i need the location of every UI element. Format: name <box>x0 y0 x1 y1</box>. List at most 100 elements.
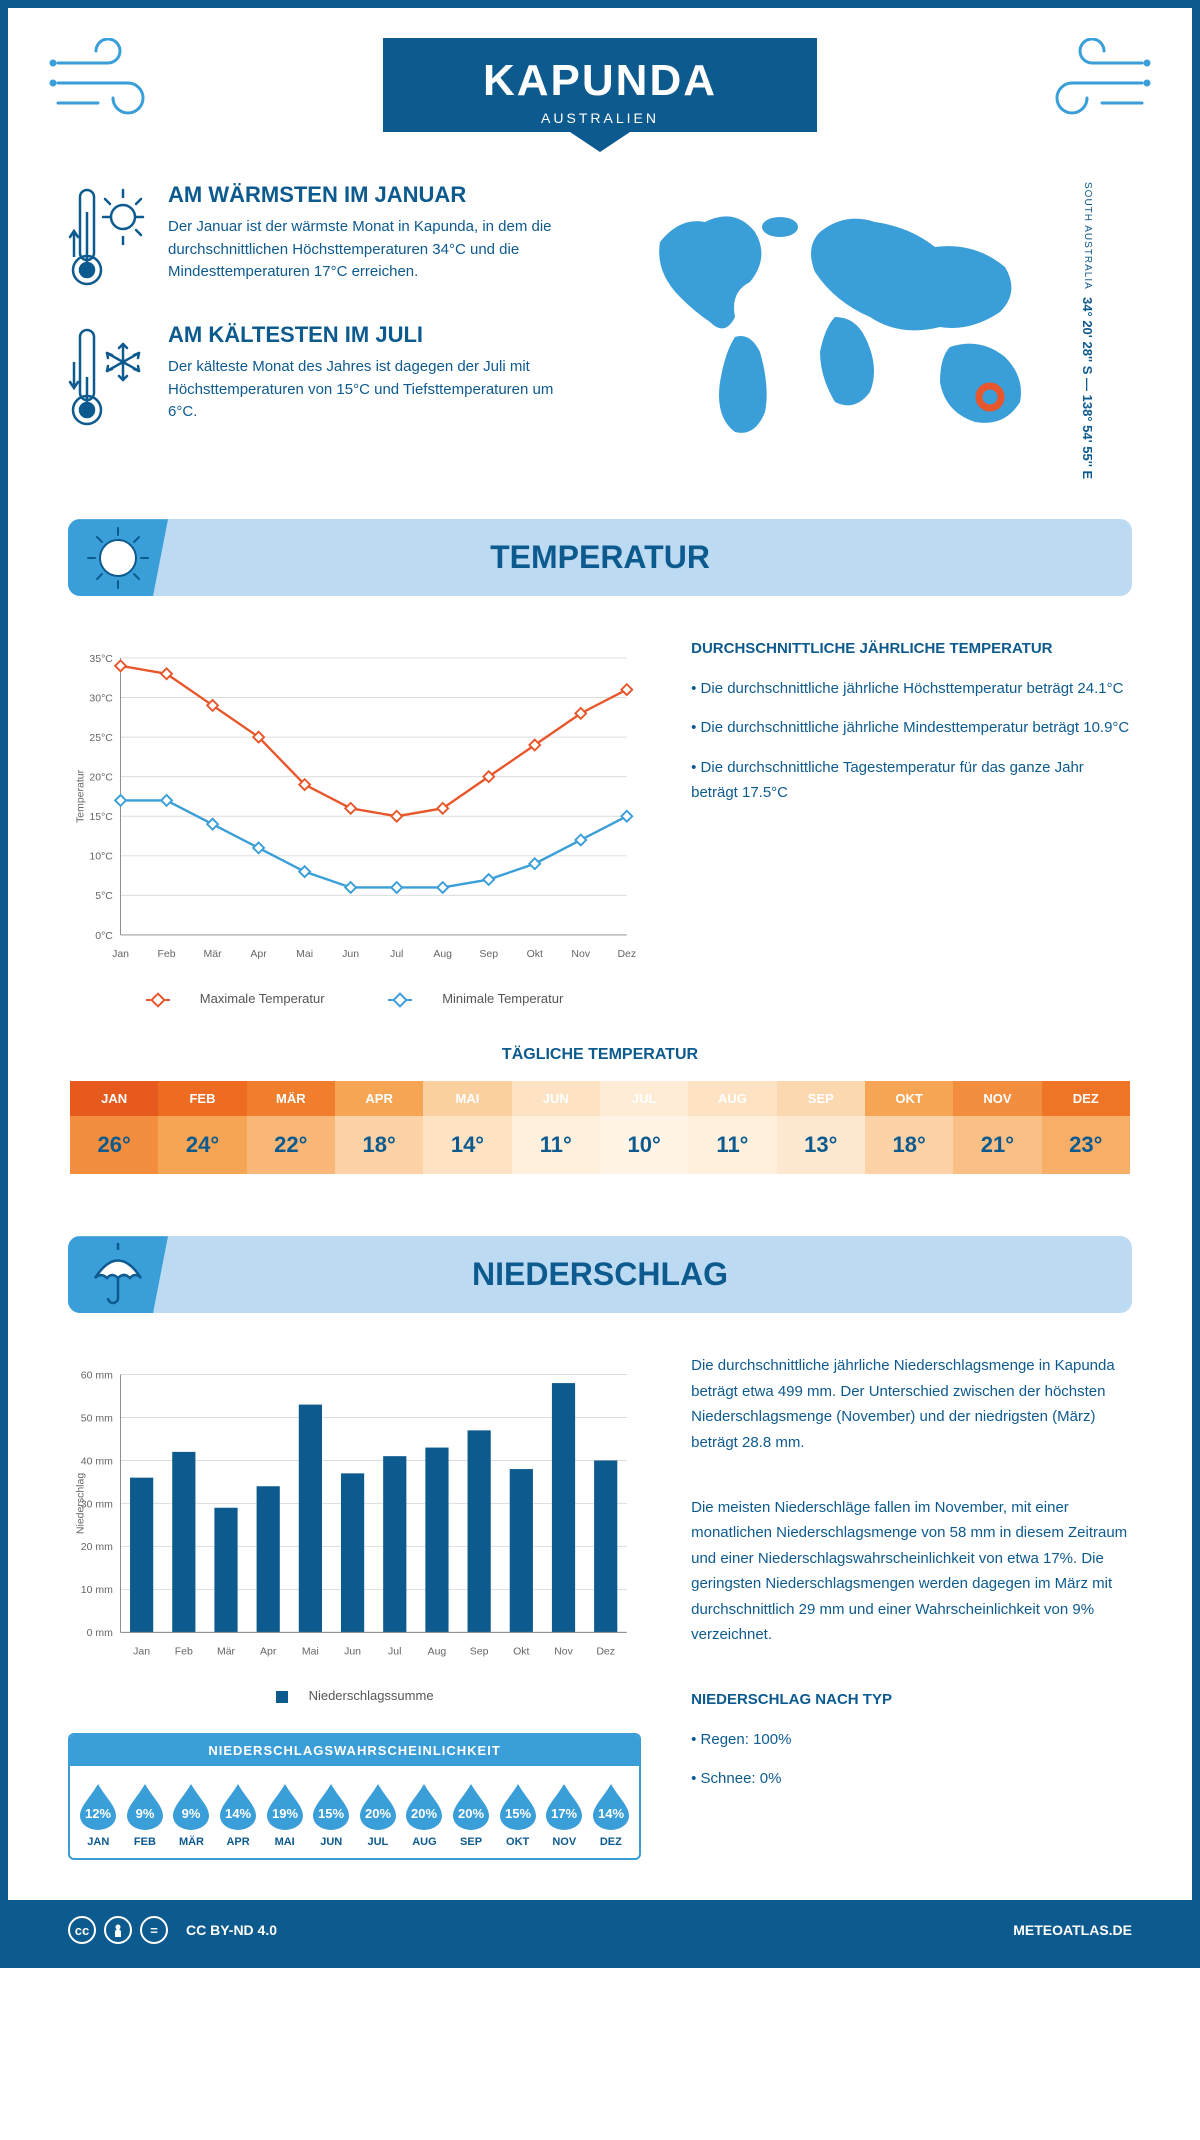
svg-text:20 mm: 20 mm <box>81 1541 113 1553</box>
svg-text:Jun: Jun <box>344 1646 361 1658</box>
precipitation-summary: Die durchschnittliche jährliche Niedersc… <box>691 1353 1132 1860</box>
page-title: KAPUNDA <box>483 56 717 106</box>
svg-text:25°C: 25°C <box>89 732 113 744</box>
svg-text:Jul: Jul <box>388 1646 401 1658</box>
svg-text:15%: 15% <box>505 1806 531 1821</box>
svg-text:Dez: Dez <box>617 948 636 960</box>
svg-text:Nov: Nov <box>571 948 590 960</box>
precip-prob-col: 20%AUG <box>402 1780 447 1848</box>
svg-text:9%: 9% <box>135 1806 154 1821</box>
svg-text:30°C: 30°C <box>89 693 113 705</box>
svg-text:Sep: Sep <box>470 1646 489 1658</box>
precip-prob-col: 14%DEZ <box>589 1780 634 1848</box>
svg-text:Feb: Feb <box>158 948 176 960</box>
svg-text:19%: 19% <box>272 1806 298 1821</box>
world-map: SOUTH AUSTRALIA 34° 20' 28'' S — 138° 54… <box>620 182 1132 479</box>
umbrella-icon <box>68 1236 168 1313</box>
precip-prob-col: 12%JAN <box>76 1780 121 1848</box>
daily-temp-col: JUL10° <box>600 1081 688 1174</box>
svg-text:14%: 14% <box>225 1806 251 1821</box>
svg-text:Niederschlag: Niederschlag <box>74 1473 86 1534</box>
svg-text:5°C: 5°C <box>95 890 113 902</box>
site-name: METEOATLAS.DE <box>1013 1922 1132 1938</box>
svg-text:10 mm: 10 mm <box>81 1584 113 1596</box>
svg-text:Feb: Feb <box>175 1646 193 1658</box>
svg-text:Jun: Jun <box>342 948 359 960</box>
precipitation-probability-panel: NIEDERSCHLAGSWAHRSCHEINLICHKEIT 12%JAN9%… <box>68 1733 641 1860</box>
svg-text:Mär: Mär <box>204 948 223 960</box>
by-icon <box>104 1916 132 1944</box>
svg-text:Apr: Apr <box>250 948 267 960</box>
warmest-title: AM WÄRMSTEN IM JANUAR <box>168 182 580 208</box>
svg-text:0 mm: 0 mm <box>87 1627 114 1639</box>
svg-text:Aug: Aug <box>433 948 452 960</box>
intro-section: AM WÄRMSTEN IM JANUAR Der Januar ist der… <box>68 182 1132 479</box>
svg-text:15%: 15% <box>318 1806 344 1821</box>
precipitation-bar-chart: 0 mm10 mm20 mm30 mm40 mm50 mm60 mmJanFeb… <box>68 1353 641 1860</box>
svg-text:20%: 20% <box>411 1806 437 1821</box>
daily-temp-col: MAI14° <box>423 1081 511 1174</box>
daily-temp-col: NOV21° <box>953 1081 1041 1174</box>
precip-prob-col: 15%OKT <box>495 1780 540 1848</box>
svg-text:14%: 14% <box>598 1806 624 1821</box>
temperature-section-header: TEMPERATUR <box>68 519 1132 596</box>
svg-text:Nov: Nov <box>554 1646 573 1658</box>
svg-text:Mai: Mai <box>296 948 313 960</box>
svg-text:20°C: 20°C <box>89 772 113 784</box>
daily-temperature-table: JAN26°FEB24°MÄR22°APR18°MAI14°JUN11°JUL1… <box>68 1079 1132 1176</box>
precipitation-section-header: NIEDERSCHLAG <box>68 1236 1132 1313</box>
daily-temp-col: DEZ23° <box>1042 1081 1130 1174</box>
svg-text:Dez: Dez <box>596 1646 615 1658</box>
wind-icon <box>1032 38 1152 128</box>
temperature-summary: DURCHSCHNITTLICHE JÄHRLICHE TEMPERATUR •… <box>691 636 1132 1006</box>
precip-prob-col: 14%APR <box>216 1780 261 1848</box>
svg-text:Jan: Jan <box>112 948 129 960</box>
warmest-fact: AM WÄRMSTEN IM JANUAR Der Januar ist der… <box>68 182 580 292</box>
coldest-text: Der kälteste Monat des Jahres ist dagege… <box>168 356 580 424</box>
precip-prob-col: 20%JUL <box>356 1780 401 1848</box>
footer: cc = CC BY-ND 4.0 METEOATLAS.DE <box>8 1900 1192 1960</box>
daily-temp-col: AUG11° <box>688 1081 776 1174</box>
svg-text:Mai: Mai <box>302 1646 319 1658</box>
svg-text:Aug: Aug <box>428 1646 447 1658</box>
header: KAPUNDA AUSTRALIEN <box>8 8 1192 182</box>
svg-text:0°C: 0°C <box>95 930 113 942</box>
svg-text:15°C: 15°C <box>89 811 113 823</box>
svg-text:50 mm: 50 mm <box>81 1413 113 1425</box>
cc-icon: cc <box>68 1916 96 1944</box>
svg-text:Jul: Jul <box>390 948 403 960</box>
coldest-title: AM KÄLTESTEN IM JULI <box>168 322 580 348</box>
coldest-fact: AM KÄLTESTEN IM JULI Der kälteste Monat … <box>68 322 580 432</box>
wind-icon <box>48 38 168 128</box>
svg-text:17%: 17% <box>551 1806 577 1821</box>
page-subtitle: AUSTRALIEN <box>483 110 717 126</box>
svg-text:Apr: Apr <box>260 1646 277 1658</box>
precip-prob-col: 9%FEB <box>123 1780 168 1848</box>
svg-text:60 mm: 60 mm <box>81 1370 113 1382</box>
nd-icon: = <box>140 1916 168 1944</box>
daily-temp-col: APR18° <box>335 1081 423 1174</box>
svg-text:40 mm: 40 mm <box>81 1456 113 1468</box>
precip-prob-col: 17%NOV <box>542 1780 587 1848</box>
svg-text:35°C: 35°C <box>89 653 113 665</box>
svg-text:Okt: Okt <box>513 1646 529 1658</box>
thermometer-snow-icon <box>68 322 148 432</box>
svg-text:Sep: Sep <box>479 948 498 960</box>
svg-text:20%: 20% <box>458 1806 484 1821</box>
svg-text:12%: 12% <box>85 1806 111 1821</box>
daily-temp-col: OKT18° <box>865 1081 953 1174</box>
svg-text:20%: 20% <box>365 1806 391 1821</box>
precip-prob-col: 15%JUN <box>309 1780 354 1848</box>
daily-temp-col: MÄR22° <box>247 1081 335 1174</box>
title-banner: KAPUNDA AUSTRALIEN <box>383 38 817 132</box>
svg-text:10°C: 10°C <box>89 851 113 863</box>
license-badge: cc = CC BY-ND 4.0 <box>68 1916 277 1944</box>
warmest-text: Der Januar ist der wärmste Monat in Kapu… <box>168 216 580 284</box>
daily-temp-col: FEB24° <box>158 1081 246 1174</box>
precip-prob-col: 19%MAI <box>262 1780 307 1848</box>
svg-text:Mär: Mär <box>217 1646 236 1658</box>
daily-temp-col: JUN11° <box>512 1081 600 1174</box>
svg-text:Jan: Jan <box>133 1646 150 1658</box>
daily-temp-col: JAN26° <box>70 1081 158 1174</box>
daily-temp-heading: TÄGLICHE TEMPERATUR <box>68 1046 1132 1064</box>
